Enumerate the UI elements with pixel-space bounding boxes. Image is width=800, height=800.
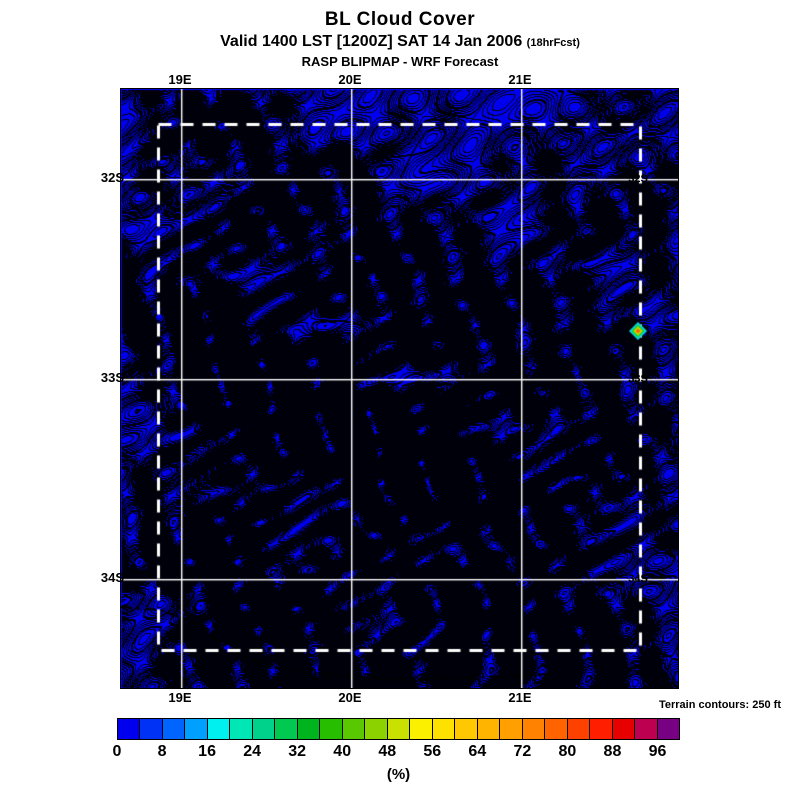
model-line: RASP BLIPMAP - WRF Forecast [301,54,499,69]
colorbar-cell-24 [251,719,275,739]
colorbar-cell-4 [139,719,162,739]
map-plot-area: 32S 33S 34S [120,88,679,689]
colorbar-cell-64 [476,719,500,739]
colorbar-tick-32: 32 [288,743,307,760]
colorbar-cell-72 [521,719,545,739]
x-tick-bottom-20E: 20E [338,690,362,705]
valid-time-text: Valid 1400 LST [1200Z] SAT 14 Jan 2006 [220,33,523,50]
y-tick-right-34S: 34S [628,573,648,585]
colorbar-tick-0: 0 [112,743,122,760]
colorbar-cell-48 [386,719,410,739]
colorbar-cell-84 [589,719,612,739]
colorbar-tick-72: 72 [513,743,532,760]
colorbar-cell-8 [161,719,185,739]
colorbar-cell-56 [431,719,455,739]
colorbar-cell-20 [229,719,252,739]
colorbar-cell-36 [319,719,342,739]
colorbar-tick-16: 16 [198,743,216,760]
colorbar-cell-80 [566,719,590,739]
y-tick-left-34S: 34S [100,570,124,585]
y-tick-left-33S: 33S [100,370,124,385]
colorbar-cell-60 [454,719,477,739]
x-tick-bottom-21E: 21E [508,690,532,705]
valid-time-line: Valid 1400 LST [1200Z] SAT 14 Jan 2006 (… [0,33,800,51]
colorbar-cell-16 [206,719,230,739]
colorbar-cell-44 [364,719,387,739]
colorbar-tick-24: 24 [243,743,262,760]
colorbar-tick-64: 64 [468,743,487,760]
colorbar-unit-label: (%) [386,766,411,783]
cloud-cover-map-canvas [121,89,678,688]
x-tick-top-19E: 19E [168,72,192,87]
colorbar [117,718,680,740]
colorbar-cell-76 [544,719,567,739]
colorbar-cell-52 [409,719,432,739]
colorbar-cell-12 [184,719,207,739]
colorbar-tick-80: 80 [558,743,577,760]
y-tick-right-33S: 33S [628,373,648,385]
colorbar-tick-8: 8 [157,743,167,760]
forecast-hour-note: (18hrFcst) [526,37,580,49]
colorbar-tick-96: 96 [648,743,667,760]
terrain-contours-note: Terrain contours: 250 ft [658,699,781,711]
colorbar-cell-0 [118,719,140,739]
page-title: BL Cloud Cover [324,9,476,30]
colorbar-cell-88 [611,719,635,739]
colorbar-cell-68 [499,719,522,739]
colorbar-cell-92 [634,719,657,739]
colorbar-cell-32 [296,719,320,739]
x-tick-bottom-19E: 19E [168,690,192,705]
colorbar-tick-40: 40 [333,743,352,760]
colorbar-cell-96 [656,719,680,739]
x-tick-top-21E: 21E [508,72,532,87]
colorbar-tick-48: 48 [378,743,397,760]
colorbar-tick-88: 88 [603,743,622,760]
y-tick-right-32S: 32S [628,173,648,185]
x-tick-top-20E: 20E [338,72,362,87]
colorbar-cell-40 [341,719,365,739]
y-tick-left-32S: 32S [100,170,124,185]
colorbar-cell-28 [274,719,297,739]
colorbar-tick-56: 56 [423,743,442,760]
